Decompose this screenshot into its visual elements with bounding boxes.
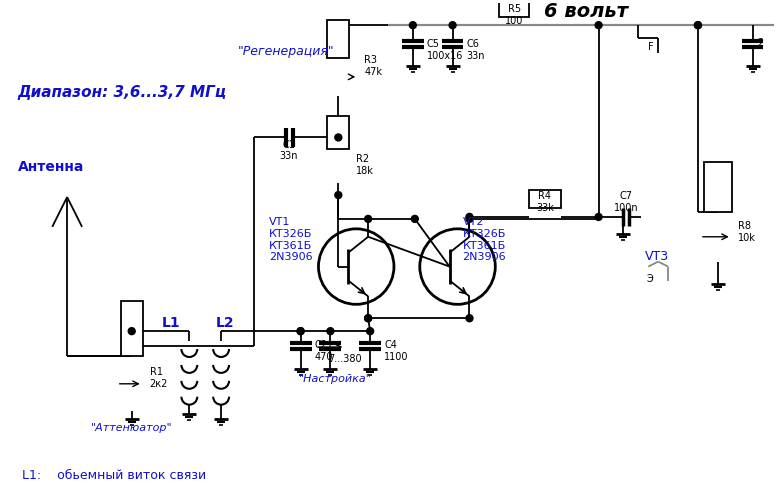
Text: Диапазон: 3,6...3,7 МГц: Диапазон: 3,6...3,7 МГц: [17, 85, 227, 100]
Text: "Настройка": "Настройка": [299, 374, 371, 384]
Text: C1
33n: C1 33n: [280, 140, 298, 161]
Bar: [529, 190, 561, 208]
Circle shape: [411, 215, 418, 222]
Bar: [704, 162, 732, 212]
Circle shape: [449, 22, 456, 29]
Text: L2: L2: [216, 316, 235, 330]
Circle shape: [364, 315, 371, 322]
Circle shape: [466, 315, 473, 322]
Text: C7
100n: C7 100n: [614, 191, 639, 213]
Text: Э: Э: [646, 275, 653, 284]
Text: C3
7...380: C3 7...380: [329, 342, 362, 364]
Text: C4
1100: C4 1100: [384, 340, 409, 362]
Text: R8
10k: R8 10k: [737, 221, 755, 242]
Bar: [500, 2, 529, 17]
Circle shape: [335, 134, 342, 141]
Text: 6 вольт: 6 вольт: [544, 2, 628, 21]
Circle shape: [595, 22, 602, 29]
Text: R2
18k: R2 18k: [356, 154, 374, 176]
Circle shape: [128, 328, 135, 335]
Circle shape: [409, 22, 416, 29]
Bar: [327, 20, 350, 58]
Text: VT2
КТ326Б
КТ361Б
2N3906: VT2 КТ326Б КТ361Б 2N3906: [462, 217, 506, 262]
Circle shape: [367, 328, 374, 335]
Circle shape: [364, 215, 371, 222]
Text: "Аттенюатор": "Аттенюатор": [91, 422, 172, 432]
Text: "Регенерация": "Регенерация": [237, 44, 334, 57]
Circle shape: [466, 215, 473, 222]
Text: R5
100: R5 100: [505, 5, 524, 26]
Text: VT3: VT3: [645, 250, 670, 263]
Circle shape: [466, 213, 473, 220]
Bar: [327, 115, 350, 149]
Text: VT1
КТ326Б
КТ361Б
2N3906: VT1 КТ326Б КТ361Б 2N3906: [269, 217, 312, 262]
Circle shape: [327, 328, 334, 335]
Text: L1:    обьемный виток связи: L1: обьемный виток связи: [23, 469, 207, 482]
Text: C5
100x16: C5 100x16: [427, 39, 463, 61]
Circle shape: [297, 328, 304, 335]
Text: Антенна: Антенна: [17, 160, 84, 174]
Text: F: F: [649, 42, 654, 52]
Circle shape: [297, 328, 304, 335]
Text: C2
470: C2 470: [315, 340, 333, 362]
Text: R1
2к2: R1 2к2: [150, 367, 168, 389]
Text: R3
47k: R3 47k: [364, 55, 382, 77]
Text: L1: L1: [162, 316, 180, 330]
Text: C6
33n: C6 33n: [466, 39, 485, 61]
Bar: [120, 301, 143, 356]
Circle shape: [695, 22, 702, 29]
Circle shape: [695, 22, 702, 29]
Text: 2: 2: [758, 38, 764, 48]
Text: R4
33k: R4 33k: [536, 191, 554, 213]
Circle shape: [595, 213, 602, 220]
Circle shape: [335, 192, 342, 199]
Circle shape: [364, 315, 371, 322]
